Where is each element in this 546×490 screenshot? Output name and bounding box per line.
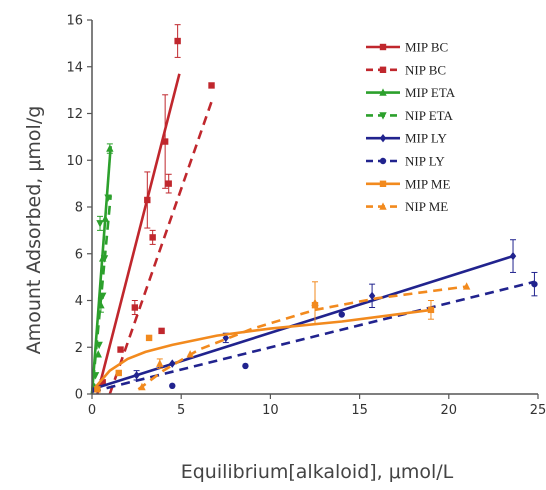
legend-marker-mip-eta — [379, 88, 387, 96]
legend-item-nip-ly: NIP LY — [366, 154, 445, 169]
data-point-nip-me — [186, 350, 194, 358]
legend-marker-mip-me — [379, 180, 387, 187]
fit-line-nip-ly — [91, 280, 535, 393]
series-nip-bc — [99, 82, 215, 395]
data-point-mip-eta — [97, 300, 105, 309]
y-tick-label: 14 — [66, 60, 83, 75]
fit-line-mip-eta — [90, 146, 112, 395]
data-point-nip-bc — [99, 379, 106, 386]
data-point-nip-eta — [104, 194, 112, 202]
data-point-nip-bc — [131, 304, 139, 311]
legend: MIP BC NIP BC MIP ETA NIP ETA MIP LY NIP LY MI… — [366, 40, 456, 214]
data-point-nip-ly — [531, 280, 538, 288]
data-point-mip-bc — [117, 346, 124, 353]
x-tick-label: 5 — [177, 403, 185, 418]
legend-label-mip-eta: MIP ETA — [405, 85, 456, 100]
legend-item-nip-eta: NIP ETA — [366, 108, 454, 123]
data-point-mip-ly — [169, 359, 176, 368]
y-tick-label: 6 — [75, 247, 83, 262]
fit-line-nip-eta — [90, 195, 112, 395]
y-tick-label: 16 — [66, 14, 83, 29]
legend-label-mip-ly: MIP LY — [405, 131, 448, 146]
legend-item-mip-eta: MIP ETA — [366, 85, 456, 100]
data-point-nip-bc — [165, 180, 172, 187]
y-tick-label: 12 — [66, 107, 83, 122]
x-axis-title: Equilibrium[alkaloid], μmol/L — [181, 461, 454, 483]
y-tick-label: 4 — [75, 294, 83, 309]
legend-label-nip-bc: NIP BC — [405, 62, 446, 77]
fit-line-mip-me — [94, 308, 432, 388]
data-point-nip-ly — [169, 382, 176, 390]
data-point-mip-me — [94, 386, 101, 393]
data-point-mip-eta — [106, 144, 114, 152]
legend-item-nip-bc: NIP BC — [366, 62, 446, 77]
data-point-nip-eta — [95, 341, 103, 350]
y-tick-label: 2 — [75, 341, 83, 356]
legend-marker-nip-me — [379, 202, 387, 210]
data-point-nip-bc — [158, 327, 165, 335]
data-point-nip-me — [156, 359, 164, 367]
data-point-mip-me — [427, 306, 435, 314]
legend-marker-nip-bc — [379, 66, 387, 73]
x-tick-label: 20 — [441, 403, 458, 418]
data-point-mip-me — [115, 369, 122, 377]
data-point-nip-bc — [149, 234, 156, 241]
data-point-nip-ly — [338, 311, 345, 318]
legend-label-mip-me: MIP ME — [405, 176, 450, 191]
legend-marker-mip-ly — [379, 134, 387, 143]
legend-marker-nip-eta — [379, 112, 387, 120]
fit-line-mip-ly — [91, 254, 514, 391]
legend-label-nip-me: NIP ME — [405, 199, 448, 214]
x-tick-label: 25 — [530, 403, 546, 418]
data-point-mip-bc — [174, 37, 181, 45]
legend-item-nip-me: NIP ME — [366, 199, 448, 214]
data-point-mip-bc — [144, 196, 151, 204]
data-point-nip-me — [138, 382, 146, 391]
data-point-nip-eta — [91, 372, 100, 380]
legend-item-mip-me: MIP ME — [366, 176, 450, 191]
legend-marker-mip-bc — [379, 43, 387, 51]
legend-item-mip-bc: MIP BC — [366, 40, 448, 55]
series-nip-me — [137, 281, 471, 391]
plot-area — [90, 24, 538, 395]
series-nip-eta — [90, 194, 112, 395]
x-tick-label: 10 — [262, 403, 279, 418]
data-point-mip-me — [145, 334, 153, 342]
legend-label-mip-bc: MIP BC — [405, 40, 448, 55]
x-tick-label: 0 — [88, 403, 96, 418]
fit-line-mip-bc — [96, 73, 181, 395]
data-point-nip-bc — [208, 82, 215, 89]
data-point-nip-me — [311, 298, 319, 307]
legend-label-nip-ly: NIP LY — [405, 154, 445, 169]
data-point-mip-ly — [509, 251, 517, 261]
series-nip-ly — [91, 271, 538, 393]
y-tick-label: 10 — [66, 154, 83, 169]
data-point-mip-bc — [161, 138, 169, 145]
data-point-mip-ly — [133, 371, 140, 380]
data-point-nip-eta — [100, 255, 109, 263]
data-point-nip-me — [462, 282, 471, 290]
fit-line-nip-bc — [108, 101, 213, 395]
series-mip-me — [94, 300, 435, 393]
data-point-mip-eta — [101, 214, 110, 222]
y-tick-label: 0 — [75, 388, 83, 403]
data-point-nip-ly — [242, 362, 249, 370]
data-point-nip-eta — [96, 220, 104, 228]
fit-line-nip-me — [137, 285, 467, 391]
legend-label-nip-eta: NIP ETA — [405, 108, 454, 123]
legend-marker-nip-ly — [379, 157, 387, 165]
y-axis-title: Amount Adsorbed, μmol/g — [23, 106, 45, 355]
axes: 0 5 10 15 20 25 0 2 4 6 8 10 12 14 16 — [66, 14, 546, 419]
legend-item-mip-ly: MIP LY — [366, 131, 448, 146]
data-point-nip-eta — [99, 292, 107, 301]
x-tick-label: 15 — [351, 403, 368, 418]
y-tick-label: 8 — [75, 201, 83, 216]
